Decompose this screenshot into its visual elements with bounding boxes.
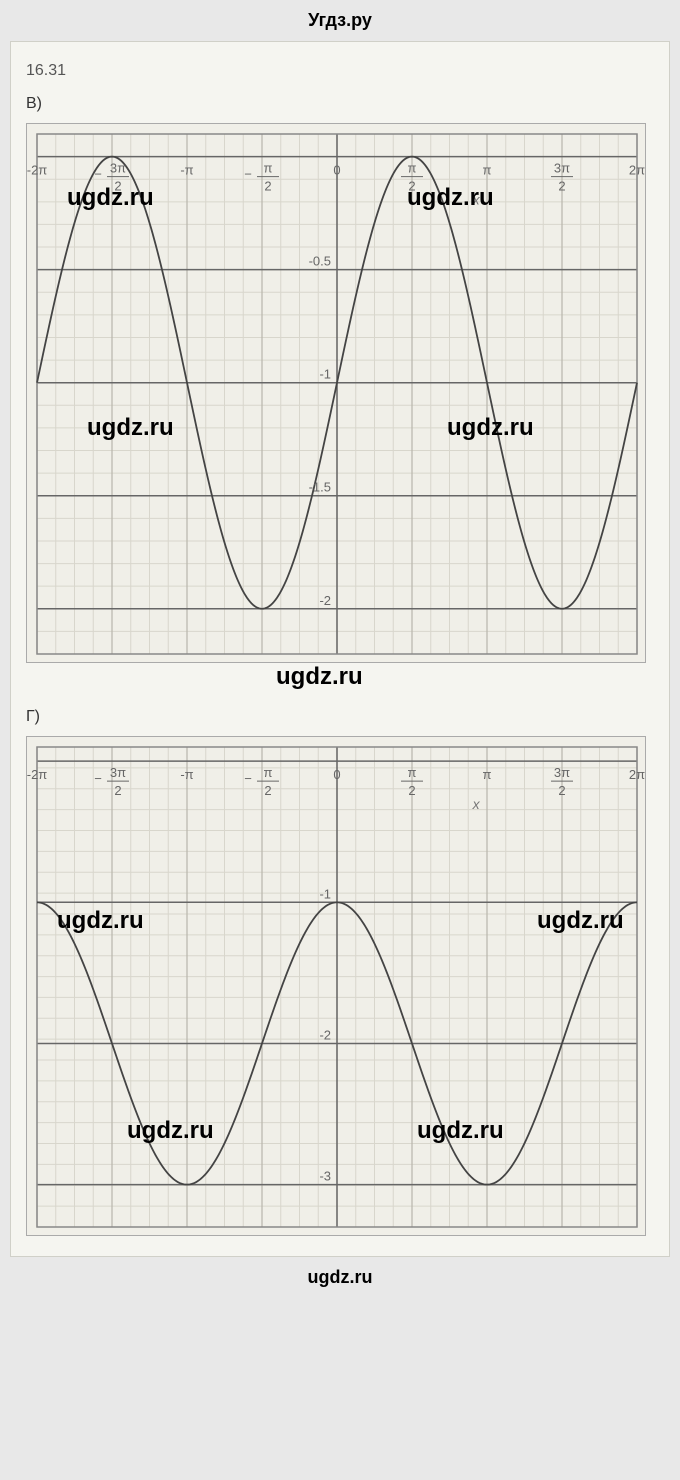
y-tick-label: -1 [319, 886, 331, 901]
svg-text:π: π [408, 161, 417, 176]
svg-text:2: 2 [558, 179, 565, 194]
svg-text:2: 2 [114, 179, 121, 194]
y-tick-label: -1 [319, 367, 331, 382]
watermark: ugdz.ru [276, 663, 363, 691]
chart-g-container: -2π−3π2-π−π20π2π3π22π-1-2-3xugdz.ruugdz.… [26, 736, 646, 1236]
svg-text:3π: 3π [554, 161, 570, 176]
page-header: Угдз.ру [0, 0, 680, 41]
x-tick-label: -π [180, 163, 193, 178]
svg-text:π: π [408, 765, 417, 780]
chart-svg: -2π−3π2-π−π20π2π3π22π-0.5-1-1.5-2x [27, 124, 647, 664]
chart-v-container: -2π−3π2-π−π20π2π3π22π-0.5-1-1.5-2xugdz.r… [26, 123, 646, 663]
x-tick-label: π [483, 767, 492, 782]
x-tick-label: π [483, 163, 492, 178]
page-footer: ugdz.ru [0, 1257, 680, 1298]
svg-text:2: 2 [408, 783, 415, 798]
label-g: Г) [26, 708, 654, 726]
svg-text:−: − [244, 167, 252, 182]
x-tick-label: 0 [333, 163, 340, 178]
x-var-label: x [472, 796, 481, 812]
svg-text:2: 2 [558, 783, 565, 798]
x-tick-label: 0 [333, 767, 340, 782]
x-tick-label: -2π [27, 767, 47, 782]
y-tick-label: -2 [319, 593, 331, 608]
svg-text:−: − [94, 167, 102, 182]
svg-text:2: 2 [408, 179, 415, 194]
y-tick-label: -1.5 [309, 480, 331, 495]
page-content: 16.31 В) -2π−3π2-π−π20π2π3π22π-0.5-1-1.5… [10, 41, 670, 1257]
svg-text:−: − [244, 771, 252, 786]
svg-text:2: 2 [264, 179, 271, 194]
exercise-number: 16.31 [26, 62, 654, 80]
svg-text:3π: 3π [110, 765, 126, 780]
x-tick-label: 2π [629, 163, 645, 178]
svg-text:2: 2 [264, 783, 271, 798]
y-tick-label: -2 [319, 1027, 331, 1042]
label-v: В) [26, 95, 654, 113]
x-tick-label: 2π [629, 767, 645, 782]
x-tick-label: -π [180, 767, 193, 782]
chart-svg: -2π−3π2-π−π20π2π3π22π-1-2-3x [27, 737, 647, 1237]
svg-text:π: π [264, 161, 273, 176]
svg-text:3π: 3π [110, 161, 126, 176]
x-var-label: x [472, 192, 481, 208]
svg-text:3π: 3π [554, 765, 570, 780]
y-tick-label: -3 [319, 1169, 331, 1184]
svg-text:π: π [264, 765, 273, 780]
svg-text:2: 2 [114, 783, 121, 798]
y-tick-label: -0.5 [309, 254, 331, 269]
svg-text:−: − [94, 771, 102, 786]
x-tick-label: -2π [27, 163, 47, 178]
